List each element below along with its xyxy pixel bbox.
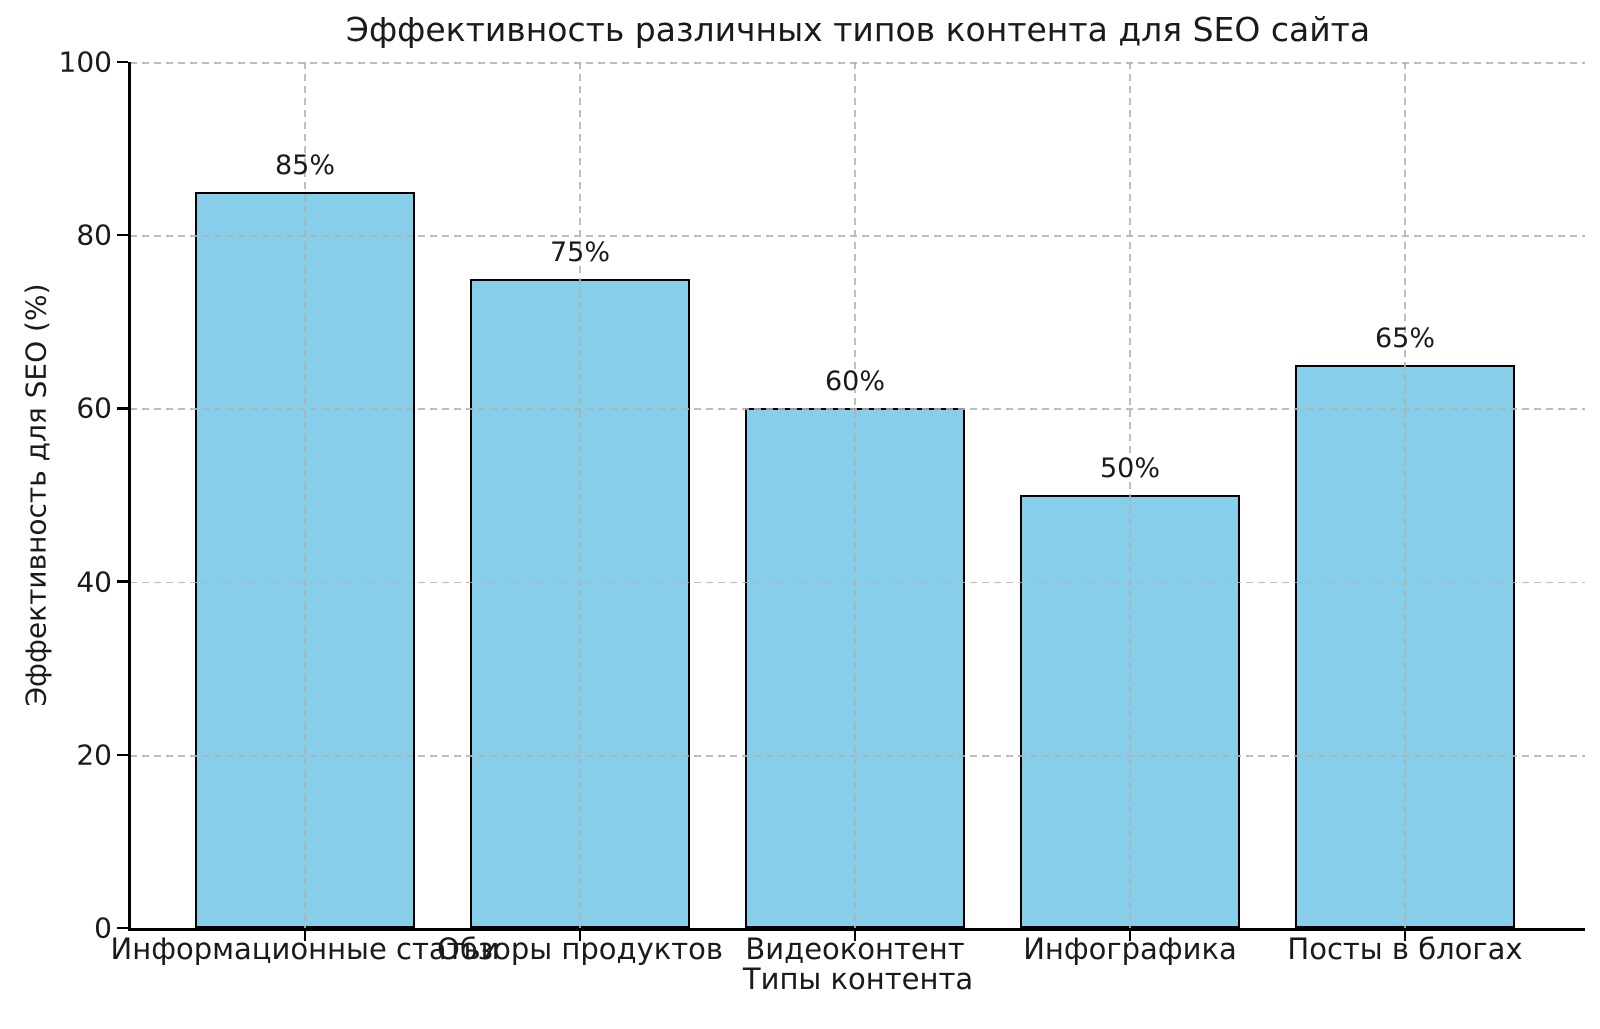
gridline-vertical <box>1129 62 1131 928</box>
gridline-vertical <box>304 62 306 928</box>
gridline-vertical <box>579 62 581 928</box>
y-tick-mark <box>117 60 128 64</box>
gridline-horizontal <box>130 62 1585 64</box>
y-tick-mark <box>117 580 128 583</box>
x-tick-mark <box>853 930 857 941</box>
x-tick-mark <box>578 930 582 941</box>
y-tick-mark <box>117 926 128 930</box>
gridline-horizontal <box>130 408 1585 411</box>
bar-value-label: 60% <box>824 366 886 398</box>
y-axis-label: Эффективность для SEO (%) <box>19 283 53 707</box>
bar-value-label: 50% <box>1099 453 1161 484</box>
gridline-horizontal <box>130 235 1585 237</box>
gridline-horizontal <box>130 754 1585 757</box>
x-tick-mark <box>303 930 307 941</box>
x-axis-label: Типы контента <box>742 962 974 996</box>
bar-value-label: 65% <box>1374 323 1436 355</box>
x-axis-spine <box>128 928 1585 931</box>
chart-title: Эффективность различных типов контента д… <box>345 10 1371 49</box>
gridline-vertical <box>1404 62 1406 928</box>
y-tick-label: 80 <box>76 218 112 252</box>
y-tick-mark <box>117 407 128 410</box>
y-tick-mark <box>117 233 128 237</box>
bar-value-label: 85% <box>274 149 336 181</box>
gridline-horizontal <box>130 581 1585 584</box>
y-tick-label: 100 <box>58 45 112 79</box>
x-tick-mark <box>1128 930 1132 941</box>
y-tick-mark <box>117 753 128 757</box>
gridline-vertical <box>854 62 856 928</box>
y-tick-label: 60 <box>76 391 112 425</box>
plot-area <box>130 62 1585 928</box>
y-tick-label: 20 <box>76 738 112 772</box>
bar-value-label: 75% <box>549 236 611 268</box>
x-tick-mark <box>1403 930 1407 941</box>
y-axis-spine <box>128 62 131 930</box>
y-tick-label: 0 <box>94 911 112 945</box>
y-tick-label: 40 <box>76 565 112 599</box>
